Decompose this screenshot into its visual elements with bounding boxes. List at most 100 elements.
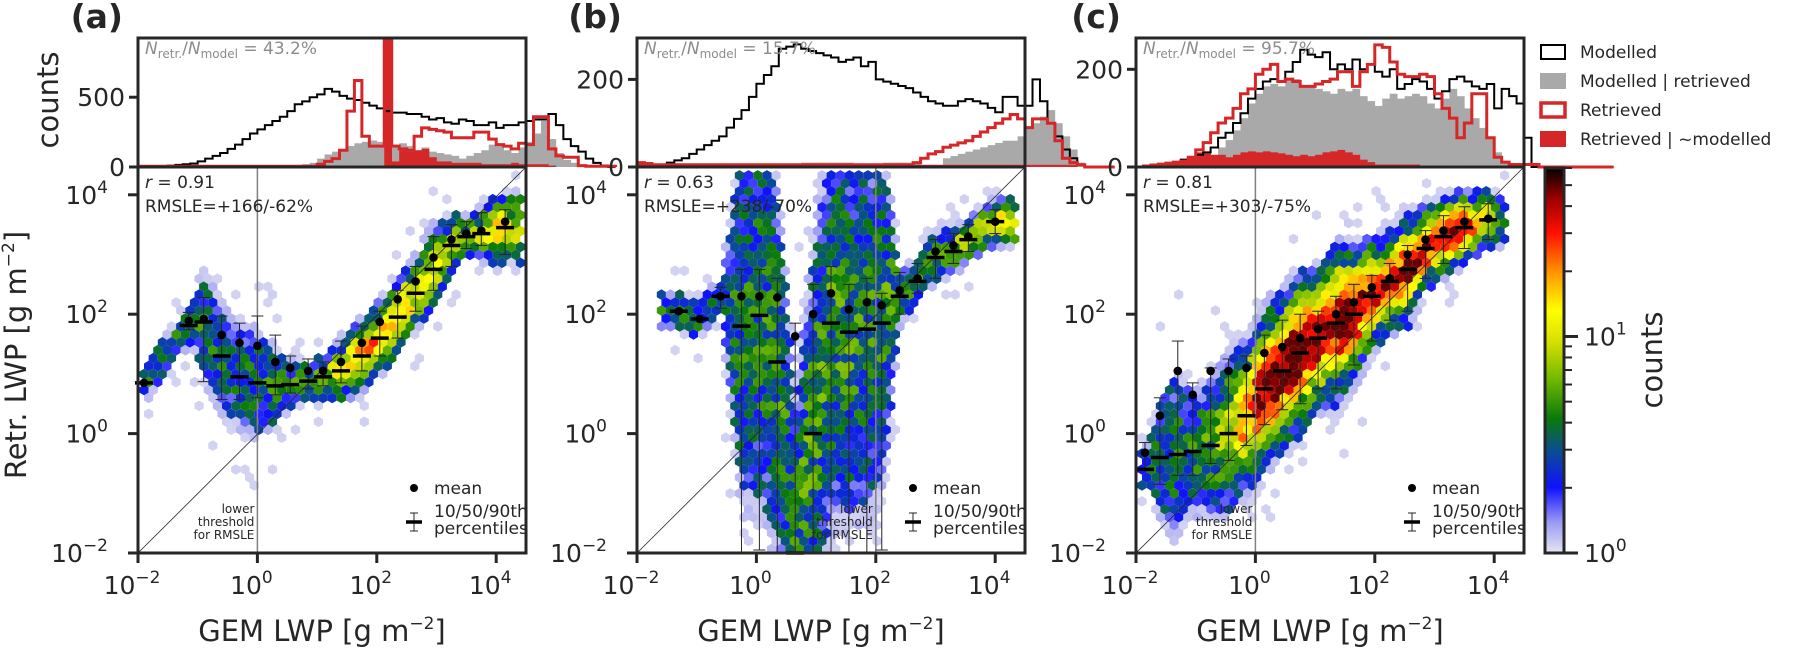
hexbin: [1256, 321, 1266, 332]
hexbin: [822, 305, 832, 316]
hist-bar-modelled-given-retrieved: [1062, 136, 1071, 167]
hexbin: [771, 424, 781, 436]
hexbin: [877, 273, 887, 284]
hist-bar-retrieved-given-not-modelled: [526, 164, 534, 167]
hexbin: [1169, 376, 1179, 388]
hexbin: [771, 265, 781, 277]
hexbin: [1316, 265, 1326, 277]
hexbin: [483, 217, 493, 229]
hexbin: [1486, 241, 1496, 253]
hexbin: [762, 233, 772, 245]
hexbin: [1408, 217, 1418, 229]
hexbin: [826, 186, 836, 197]
hexbin: [863, 217, 873, 229]
hexbin: [1279, 440, 1289, 451]
threshold-label: threshold: [198, 515, 255, 529]
hexbin: [1247, 337, 1257, 348]
hexbin: [1435, 265, 1445, 277]
hexbin: [1174, 464, 1184, 475]
hexbin: [757, 178, 767, 189]
hexbin: [826, 201, 836, 213]
hexbin: [263, 408, 273, 420]
hexbin: [1284, 352, 1294, 364]
hexbin: [863, 519, 873, 531]
hist-bar-modelled-given-retrieved: [1367, 101, 1376, 167]
hexbin: [817, 488, 827, 499]
threshold-label: lower: [222, 502, 255, 516]
ytick-label-base: 10: [1049, 539, 1081, 568]
hexbin: [739, 193, 749, 205]
hexbin: [1174, 416, 1184, 428]
hexbin: [812, 225, 822, 237]
hexbin: [886, 257, 896, 269]
hexbin: [162, 329, 172, 340]
hexbin: [1247, 511, 1257, 523]
hexbin: [1252, 313, 1262, 324]
xlabel-end: ]: [1432, 614, 1443, 648]
hexbin: [886, 400, 896, 412]
panel-acm-cap: (c)ACM-CAPNretr./Nmodel = 95.7%0200lower…: [1049, 0, 1614, 648]
hexbin: [955, 217, 965, 229]
ratio-text: Nretr./Nmodel = 43.2%: [145, 39, 317, 61]
hexbin: [721, 432, 731, 443]
hexbin: [419, 281, 429, 292]
hexbin: [1316, 344, 1326, 356]
mean-dot: [235, 338, 244, 348]
hexbin: [886, 241, 896, 253]
hexbin: [890, 233, 900, 245]
hexbin: [1321, 400, 1331, 412]
hexbin: [881, 360, 891, 372]
hist-bar-modelled-given-retrieved: [488, 144, 497, 167]
hexbin: [424, 241, 434, 253]
hexbin: [867, 257, 878, 269]
hexbin: [817, 503, 827, 515]
hexbin: [1261, 408, 1271, 420]
hexbin: [1431, 209, 1441, 221]
hexbin: [1371, 265, 1381, 277]
hexbin: [1321, 257, 1331, 269]
hexbin: [1417, 265, 1427, 277]
hexbin: [757, 273, 767, 284]
hexbin: [1229, 448, 1239, 459]
hexbin: [1422, 209, 1432, 221]
hexbin: [780, 519, 790, 531]
hexbin: [263, 392, 273, 404]
hexbin: [867, 480, 878, 491]
hist-bar-modelled-given-retrieved: [391, 144, 400, 167]
hexbin: [203, 321, 213, 332]
hexbin: [776, 511, 786, 523]
hexbin: [144, 408, 154, 420]
hexbin: [1408, 233, 1418, 245]
hexbin: [867, 241, 878, 253]
hexbin: [725, 329, 735, 340]
hexbin: [780, 297, 790, 308]
hexbin: [166, 321, 177, 332]
hexbin: [881, 265, 891, 277]
hexbin: [1394, 305, 1404, 316]
hexbin: [858, 178, 868, 189]
hexbin: [1270, 360, 1280, 372]
hexbin: [730, 209, 740, 221]
mean-dot: [913, 274, 922, 283]
hexbin: [854, 297, 864, 308]
hexbin: [1261, 456, 1271, 467]
hexbin: [483, 233, 493, 245]
hexbin: [488, 209, 498, 221]
hexbin: [877, 241, 887, 253]
hexbin: [1288, 408, 1299, 420]
mean-dot: [1349, 297, 1359, 307]
hexbin: [295, 352, 305, 364]
hexbin: [872, 440, 882, 451]
hist-ytick-label: 0: [608, 153, 624, 182]
panel-letter: (b): [568, 0, 622, 36]
scatter-frame: [136, 165, 528, 555]
xtick-label: 100: [729, 568, 772, 600]
hexbin: [185, 305, 195, 316]
hexbin: [817, 265, 827, 277]
hexbin: [771, 472, 781, 483]
hexbin: [1490, 201, 1500, 213]
rmsle-value: RMSLE=+238/-70%: [644, 197, 812, 217]
hexbin: [881, 233, 891, 245]
hexbin: [1302, 321, 1312, 332]
